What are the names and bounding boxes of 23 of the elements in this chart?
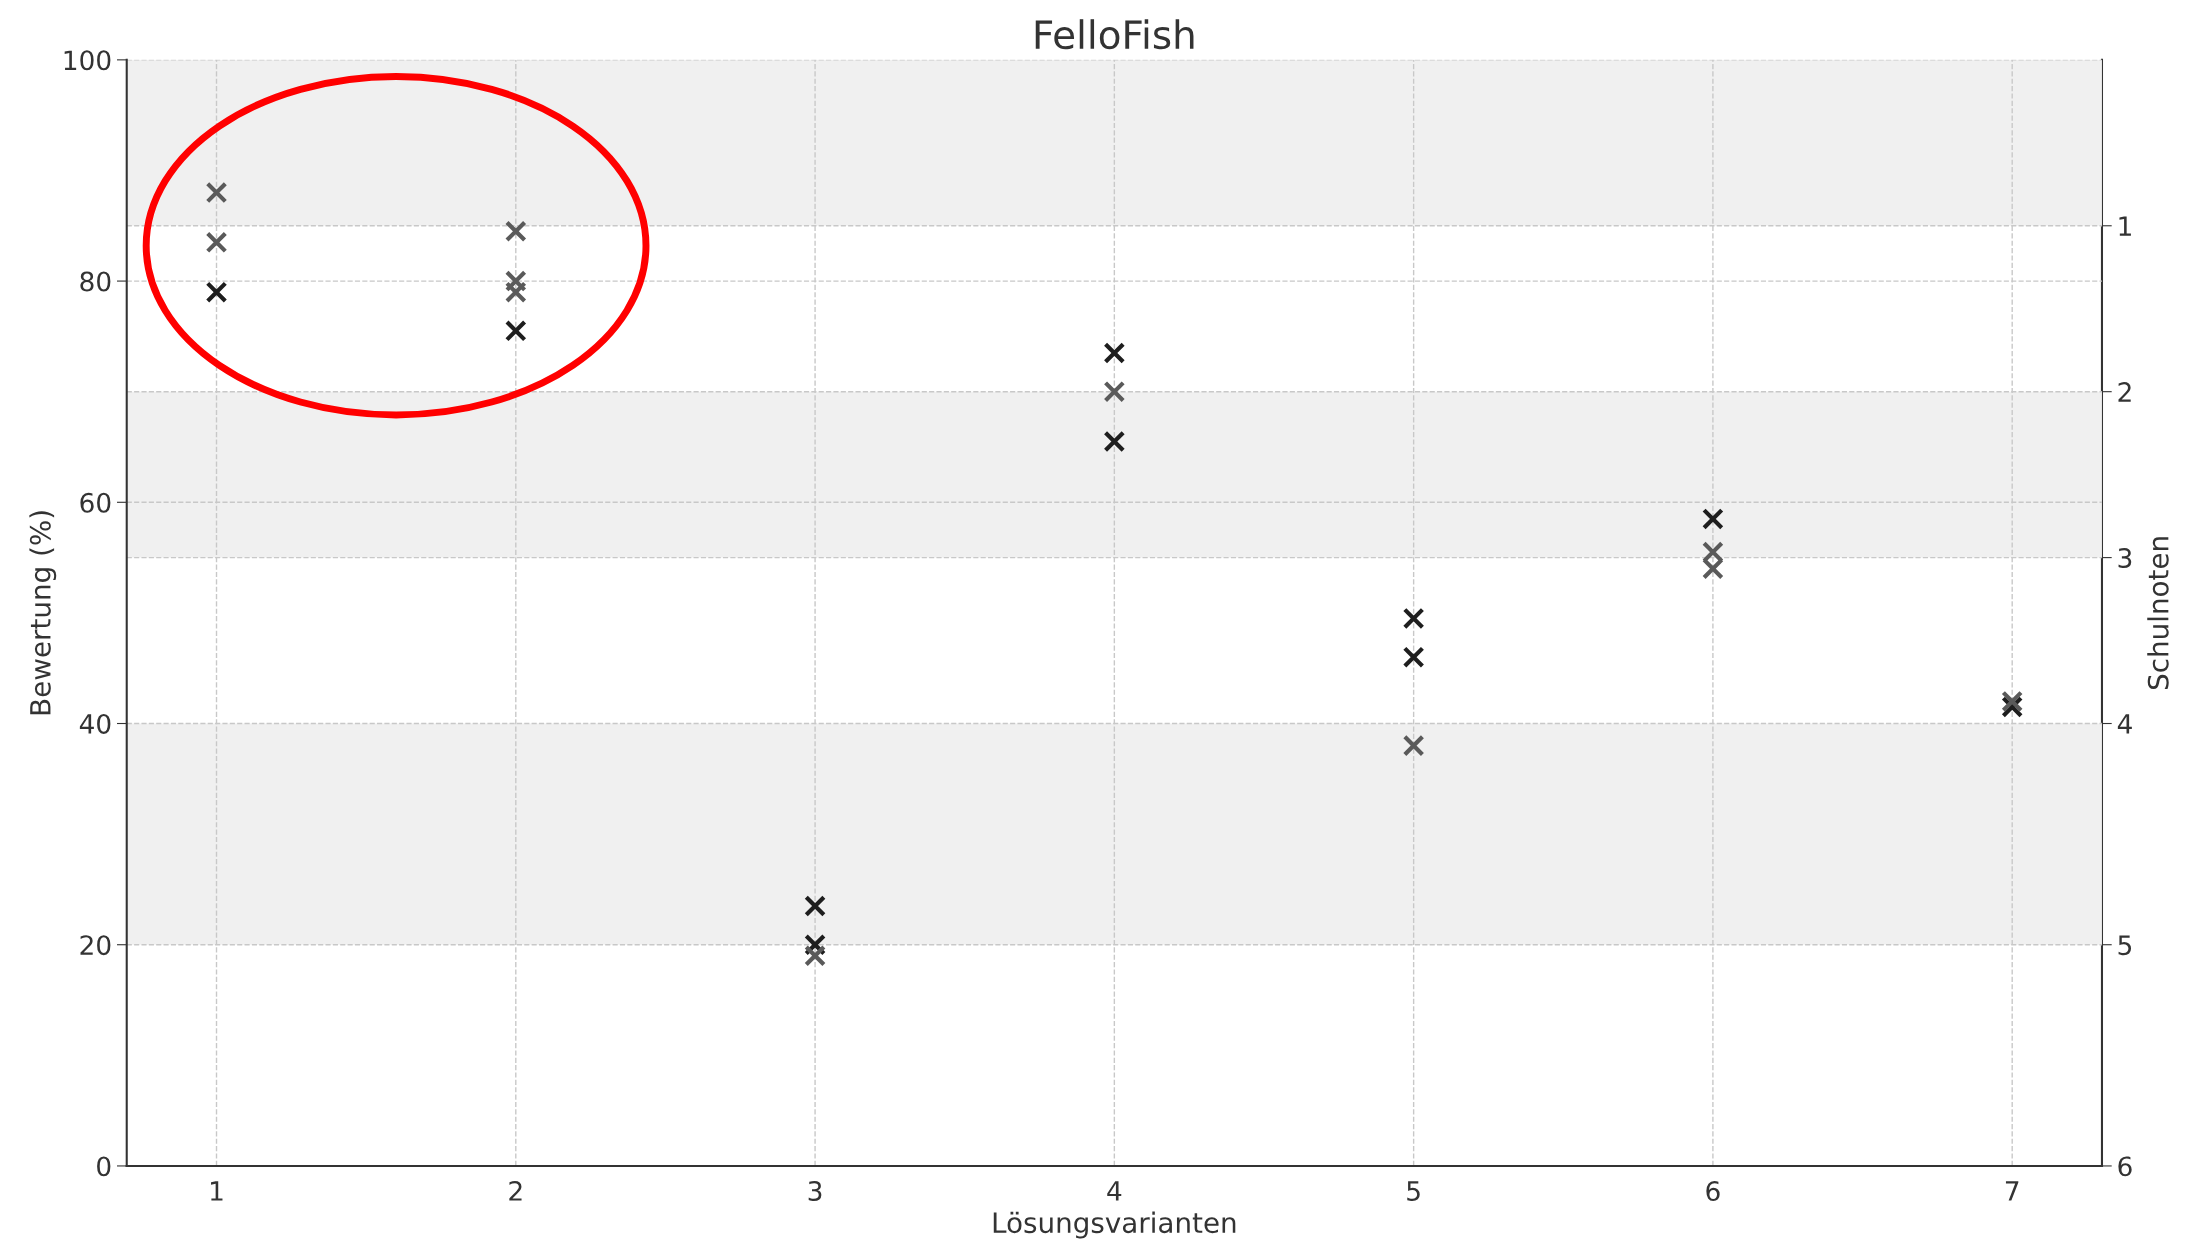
text: 6 [2118, 1156, 2132, 1177]
y-tick-label: 100 [64, 50, 111, 71]
y-tick-label: 80 [80, 271, 111, 292]
x-tick-label: 2 [509, 1180, 522, 1201]
y-tick-label: 20 [80, 935, 111, 956]
y2-axis-title: Schulnoten [2147, 537, 2169, 690]
x-axis-title: Lösungsvarianten [993, 1211, 1236, 1239]
x-tick-label: 5 [1407, 1181, 1420, 1201]
y-tick-label: 40 [79, 713, 111, 734]
x-tick-label: 6 [1706, 1180, 1720, 1201]
x-tick-label: 3 [808, 1180, 822, 1201]
x-tick-label: 4 [1107, 1181, 1122, 1201]
y-tick-label: 0 [97, 1156, 111, 1177]
text: 4 [2117, 714, 2132, 734]
x-tick-label: 1 [211, 1181, 223, 1201]
text: 3 [2118, 548, 2132, 568]
text: 1 [2119, 216, 2131, 236]
text: 2 [2118, 382, 2131, 402]
chart-title: FelloFish [1035, 19, 1194, 50]
text: 5 [2118, 935, 2132, 956]
y-tick-label: 60 [80, 492, 111, 513]
y-axis-title: Bewertung (%) [29, 511, 57, 715]
x-tick-label: 7 [2005, 1181, 2019, 1201]
